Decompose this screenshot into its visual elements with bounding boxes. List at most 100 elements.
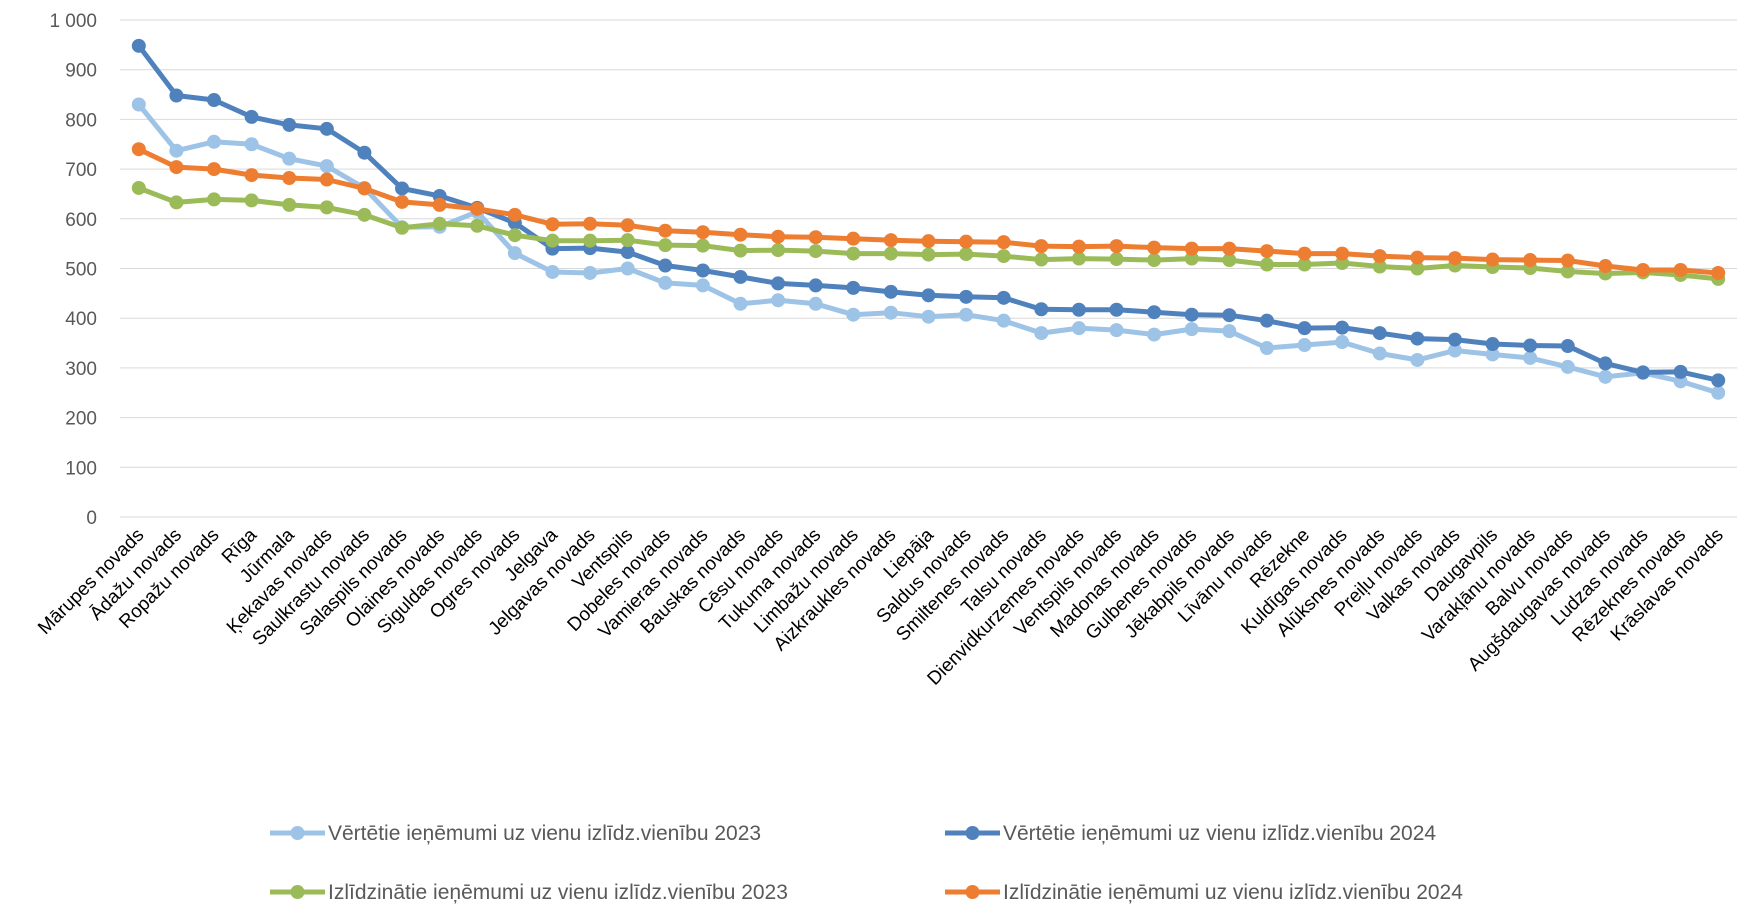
data-point xyxy=(244,193,259,208)
data-point xyxy=(695,238,710,253)
data-point xyxy=(883,284,898,299)
series-2 xyxy=(131,38,1726,388)
data-point xyxy=(1184,307,1199,322)
data-point xyxy=(1222,324,1237,339)
data-point xyxy=(620,261,635,276)
data-point xyxy=(1259,244,1274,259)
data-point xyxy=(1410,331,1425,346)
data-point xyxy=(545,233,560,248)
data-point xyxy=(1071,251,1086,266)
data-point xyxy=(1372,346,1387,361)
data-point xyxy=(1447,251,1462,266)
data-point xyxy=(1410,250,1425,265)
data-point xyxy=(1222,308,1237,323)
legend-item: Vērtētie ieņēmumi uz vienu izlīdz.vienīb… xyxy=(270,822,761,845)
data-point xyxy=(1259,257,1274,272)
data-point xyxy=(1560,359,1575,374)
data-point xyxy=(1711,373,1726,388)
legend-item: Izlīdzinātie ieņēmumi uz vienu izlīdz.vi… xyxy=(270,881,788,904)
data-point xyxy=(357,145,372,160)
data-point xyxy=(959,247,974,262)
data-point xyxy=(395,181,410,196)
data-point xyxy=(1447,343,1462,358)
data-point xyxy=(1635,262,1650,277)
legend-marker xyxy=(965,885,980,899)
data-point xyxy=(1560,339,1575,354)
data-point xyxy=(883,305,898,320)
legend-label: Vērtētie ieņēmumi uz vienu izlīdz.vienīb… xyxy=(328,822,761,845)
data-point xyxy=(169,88,184,103)
data-point xyxy=(733,227,748,242)
data-point xyxy=(1410,261,1425,276)
data-point xyxy=(771,229,786,244)
data-point xyxy=(1034,252,1049,267)
data-point xyxy=(1259,341,1274,356)
data-point xyxy=(1109,302,1124,317)
y-tick-label: 200 xyxy=(65,409,97,430)
data-point xyxy=(846,246,861,261)
data-point xyxy=(1297,321,1312,336)
data-point xyxy=(1711,385,1726,400)
data-point xyxy=(996,235,1011,250)
data-point xyxy=(207,162,222,177)
data-point xyxy=(695,278,710,293)
data-point xyxy=(1071,321,1086,336)
series-3 xyxy=(131,180,1726,286)
data-point xyxy=(319,121,334,136)
data-point xyxy=(1673,364,1688,379)
data-point xyxy=(1711,265,1726,280)
data-point xyxy=(1560,253,1575,268)
data-point xyxy=(1034,326,1049,341)
legend-label: Vērtētie ieņēmumi uz vienu izlīdz.vienīb… xyxy=(1003,822,1436,845)
data-point xyxy=(808,244,823,259)
data-point xyxy=(658,238,673,253)
data-point xyxy=(1335,320,1350,335)
data-point xyxy=(583,216,598,231)
data-point xyxy=(1523,253,1538,268)
data-point xyxy=(1485,252,1500,267)
data-point xyxy=(1598,356,1613,371)
data-point xyxy=(1109,252,1124,267)
data-point xyxy=(507,228,522,243)
data-point xyxy=(207,192,222,207)
data-point xyxy=(1184,322,1199,337)
data-point xyxy=(244,109,259,124)
y-tick-label: 800 xyxy=(65,110,97,131)
data-point xyxy=(658,258,673,273)
data-point xyxy=(282,171,297,186)
data-point xyxy=(432,216,447,231)
data-point xyxy=(1673,262,1688,277)
legend: Vērtētie ieņēmumi uz vienu izlīdz.vienīb… xyxy=(270,822,1463,904)
data-point xyxy=(1147,253,1162,268)
data-point xyxy=(658,223,673,238)
data-point xyxy=(131,180,146,195)
data-point xyxy=(470,218,485,233)
data-point xyxy=(733,243,748,258)
data-point xyxy=(395,220,410,235)
data-point xyxy=(1034,302,1049,317)
legend-label: Izlīdzinātie ieņēmumi uz vienu izlīdz.vi… xyxy=(328,881,788,904)
data-point xyxy=(1184,241,1199,256)
data-point xyxy=(959,234,974,249)
data-point xyxy=(432,197,447,212)
data-point xyxy=(771,293,786,308)
data-point xyxy=(1485,337,1500,352)
data-point xyxy=(1335,246,1350,261)
data-point xyxy=(169,195,184,210)
data-point xyxy=(771,276,786,291)
data-point xyxy=(1335,335,1350,350)
data-point xyxy=(1147,240,1162,255)
y-tick-label: 300 xyxy=(65,359,97,380)
data-point xyxy=(996,290,1011,305)
data-point xyxy=(1109,239,1124,254)
data-point xyxy=(470,201,485,216)
data-point xyxy=(282,117,297,132)
data-point xyxy=(620,233,635,248)
data-point xyxy=(244,168,259,183)
data-point xyxy=(921,234,936,249)
legend-item: Izlīdzinātie ieņēmumi uz vienu izlīdz.vi… xyxy=(945,881,1463,904)
y-tick-label: 600 xyxy=(65,210,97,231)
data-point xyxy=(846,231,861,246)
